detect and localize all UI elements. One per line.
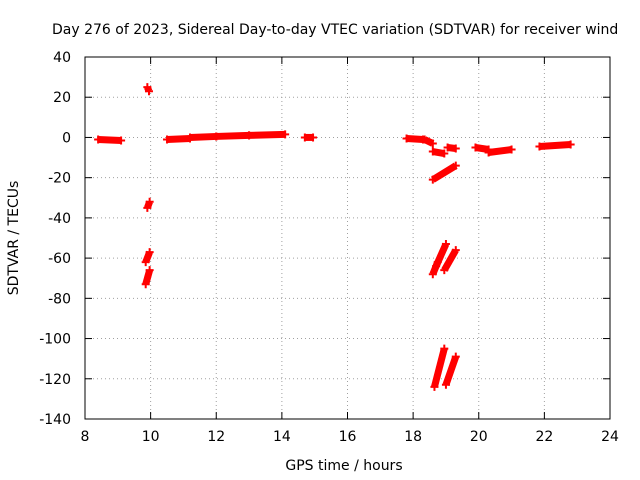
plus-marker	[300, 133, 309, 142]
data-point-cluster	[189, 132, 217, 141]
chart-grid	[85, 57, 610, 419]
chart-title: Day 276 of 2023, Sidereal Day-to-day VTE…	[52, 22, 618, 38]
plus-marker	[432, 262, 441, 271]
plus-marker	[428, 175, 437, 184]
y-tick-label: -20	[48, 171, 71, 187]
data-point-cluster	[216, 131, 250, 140]
x-tick-label: 16	[339, 429, 357, 445]
plus-marker	[440, 266, 449, 275]
plus-marker	[430, 382, 439, 391]
x-tick-label: 18	[404, 429, 422, 445]
y-tick-label: 0	[62, 130, 71, 146]
plus-marker	[428, 139, 437, 148]
plus-marker	[145, 266, 154, 275]
y-tick-label: -60	[48, 251, 71, 267]
data-point-cluster	[441, 248, 459, 272]
data-point-cluster	[432, 242, 450, 268]
x-tick-label: 22	[535, 429, 553, 445]
plus-marker	[428, 270, 437, 279]
y-tick-label: -40	[48, 211, 71, 227]
plus-marker	[141, 280, 150, 289]
data-point-cluster	[431, 347, 448, 388]
plus-marker	[507, 145, 516, 154]
plus-marker	[145, 248, 154, 257]
plus-marker	[94, 135, 103, 144]
plus-marker	[451, 144, 460, 153]
y-tick-label: -100	[39, 332, 71, 348]
y-axis-label: SDTVAR / TECUs	[6, 181, 22, 296]
x-tick-label: 20	[470, 429, 488, 445]
data-series	[94, 83, 575, 391]
data-point-cluster	[248, 130, 286, 139]
x-tick-label: 14	[273, 429, 291, 445]
plus-marker	[117, 136, 126, 145]
plus-marker	[420, 135, 429, 144]
plus-marker	[440, 149, 449, 158]
series-points	[94, 83, 575, 391]
y-tick-label: -80	[48, 291, 71, 307]
data-point-cluster	[442, 355, 460, 386]
plus-marker	[566, 140, 575, 149]
plus-marker	[309, 133, 318, 142]
plus-marker	[144, 87, 153, 96]
plus-marker	[145, 197, 154, 206]
x-tick-labels: 8 10 12 14 16 18 20 22 24	[81, 429, 619, 445]
plus-marker	[428, 147, 437, 156]
data-point-cluster	[430, 162, 458, 183]
x-tick-label: 12	[207, 429, 225, 445]
plus-marker	[141, 258, 150, 267]
y-tick-label: 40	[53, 50, 71, 66]
plot-frame	[84, 56, 611, 420]
plus-marker	[212, 132, 221, 141]
y-tick-label: -140	[39, 412, 71, 428]
data-point-cluster	[539, 140, 571, 150]
plus-marker	[535, 142, 544, 151]
plus-marker	[143, 83, 152, 92]
plus-marker	[440, 344, 449, 353]
plus-marker	[451, 161, 460, 170]
x-tick-label: 10	[142, 429, 160, 445]
plus-marker	[441, 240, 450, 249]
plus-marker	[402, 134, 411, 143]
y-tick-label: -120	[39, 372, 71, 388]
x-tick-label: 8	[81, 429, 90, 445]
x-tick-label: 24	[601, 429, 619, 445]
plus-marker	[451, 352, 460, 361]
plus-marker	[245, 131, 254, 140]
plus-marker	[471, 143, 480, 152]
y-tick-labels: 40 20 0 -20 -40 -60 -80 -100 -120 -140	[39, 50, 71, 428]
plus-marker	[451, 246, 460, 255]
x-axis-label: GPS time / hours	[285, 458, 402, 474]
plus-marker	[484, 148, 493, 157]
plus-marker	[186, 133, 194, 142]
y-tick-label: 20	[53, 90, 71, 106]
plus-marker	[143, 203, 152, 212]
plus-marker	[281, 130, 290, 139]
plus-marker	[443, 143, 452, 152]
plus-marker	[441, 380, 450, 389]
plus-marker	[163, 135, 172, 144]
